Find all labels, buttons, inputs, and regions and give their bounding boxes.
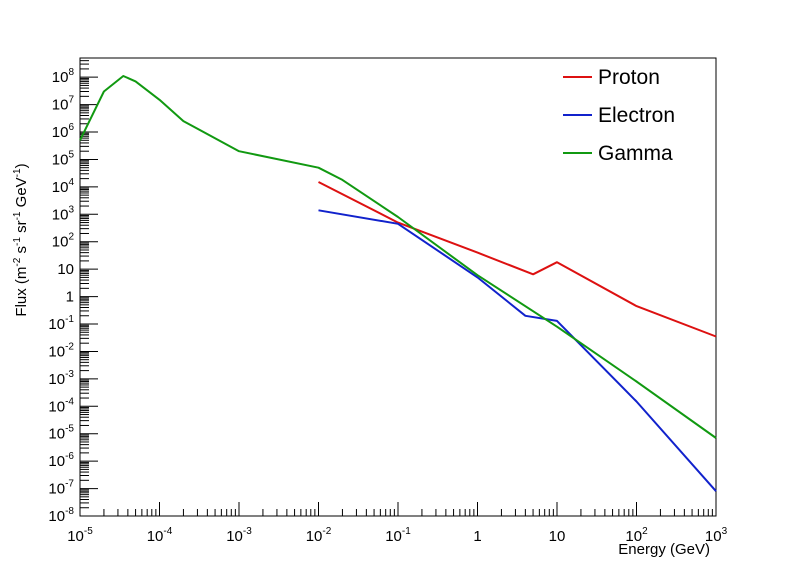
y-tick-label: 104 (52, 177, 75, 196)
tick-labels: 10-5 10-4 10-3 10-2 10-1 1 10 102 103 10-8 10-7 10-… (48, 67, 727, 545)
series-lines (79, 75, 717, 492)
y-tick-label: 10-3 (48, 369, 74, 388)
legend-label-proton: Proton (598, 66, 660, 89)
x-tick-label: 103 (705, 526, 728, 545)
x-tick-label: 10-2 (306, 526, 332, 545)
y-tick-label: 10-6 (48, 451, 74, 470)
y-tick-label: 108 (52, 67, 75, 86)
y-tick-label: 10-7 (48, 479, 74, 498)
y-tick-label: 107 (52, 95, 75, 114)
x-tick-label: 10-1 (385, 526, 411, 545)
axis-ticks (79, 57, 717, 517)
y-tick-label: 10-8 (48, 506, 74, 525)
legend-label-gamma: Gamma (598, 142, 673, 165)
y-tick-label: 10-4 (48, 396, 74, 415)
y-tick-label: 102 (52, 232, 75, 251)
x-tick-label: 102 (625, 526, 648, 545)
legend-label-electron: Electron (598, 104, 675, 127)
y-tick-label: 10-5 (48, 424, 74, 443)
y-tick-label: 106 (52, 122, 75, 141)
y-axis-title: Flux (m-2 s-1 sr-1 GeV-1) (12, 163, 30, 316)
series-line-electron (318, 209, 717, 492)
y-tick-label: 105 (52, 149, 75, 168)
x-axis-title: Energy (GeV) (618, 541, 710, 558)
y-tick-label: 1 (66, 289, 74, 306)
y-tick-label: 103 (52, 204, 75, 223)
x-tick-label: 10-4 (147, 526, 173, 545)
y-tick-label: 10 (57, 261, 74, 278)
x-tick-label: 10-3 (226, 526, 252, 545)
series-line-proton (318, 181, 717, 338)
y-tick-label: 10-1 (48, 314, 74, 333)
series-line-gamma (79, 75, 717, 439)
legend: Proton Electron Gamma (563, 66, 675, 165)
x-tick-label: 1 (473, 528, 481, 545)
y-tick-label: 10-2 (48, 341, 74, 360)
x-tick-label: 10-5 (67, 526, 93, 545)
x-tick-label: 10 (549, 528, 566, 545)
